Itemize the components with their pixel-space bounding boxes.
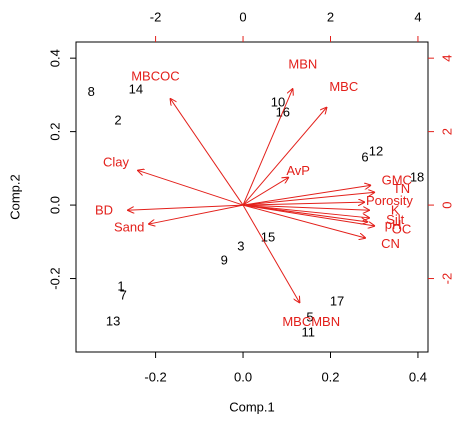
loading-arrow xyxy=(242,107,327,206)
loading-label: Silt xyxy=(386,212,404,227)
y2-tick-label: 0 xyxy=(439,201,454,208)
loading-label: TN xyxy=(393,181,410,196)
loading-arrow xyxy=(242,185,371,206)
loading-arrow xyxy=(137,170,244,206)
loading-arrow xyxy=(170,98,244,206)
y2-tick-label: 2 xyxy=(439,128,454,135)
loading-arrow xyxy=(242,204,366,238)
point-label: 13 xyxy=(106,313,120,328)
x-tick-label: 0.0 xyxy=(234,369,252,384)
loading-arrow xyxy=(242,88,293,206)
y-tick-label: -0.2 xyxy=(47,267,62,289)
x-axis-label: Comp.1 xyxy=(229,399,275,414)
loading-label: MBC xyxy=(329,79,358,94)
x2-tick-label: -2 xyxy=(150,9,162,24)
x2-tick-label: 4 xyxy=(414,9,421,24)
loading-arrow xyxy=(243,202,365,205)
loading-label: MBN xyxy=(288,56,317,71)
y-tick-label: 0.0 xyxy=(47,196,62,214)
loading-label: K xyxy=(391,203,400,218)
loading-label: Clay xyxy=(103,155,130,170)
point-label: 1 xyxy=(117,278,124,293)
point-label: 6 xyxy=(361,150,368,165)
loading-arrow xyxy=(242,204,300,303)
loading-arrow xyxy=(242,204,370,218)
loading-label: CN xyxy=(381,236,400,251)
loading-arrow xyxy=(242,177,289,206)
x2-tick-label: 2 xyxy=(327,9,334,24)
y2-tick-label: 4 xyxy=(439,55,454,62)
point-label: 10 xyxy=(271,94,285,109)
plot-frame xyxy=(75,41,429,353)
point-label: 3 xyxy=(237,238,244,253)
point-label: 9 xyxy=(221,252,228,267)
y-tick-label: 0.2 xyxy=(47,123,62,141)
loading-label: AvP xyxy=(286,163,310,178)
point-label: 18 xyxy=(410,170,424,185)
point-label: 17 xyxy=(330,293,344,308)
x2-tick-label: 0 xyxy=(239,9,246,24)
x-tick-label: 0.4 xyxy=(409,369,427,384)
loading-label: Porosity xyxy=(366,193,413,208)
point-label: 15 xyxy=(261,230,275,245)
loading-label: Sand xyxy=(114,219,144,234)
x-tick-label: -0.2 xyxy=(144,369,166,384)
loading-label: pH xyxy=(385,217,402,232)
point-label: 14 xyxy=(129,82,143,97)
point-label: 11 xyxy=(301,324,315,339)
y-tick-label: 0.4 xyxy=(47,49,62,67)
loading-arrow xyxy=(243,204,370,210)
loading-label: OC xyxy=(392,222,412,237)
point-label: 5 xyxy=(306,309,313,324)
loading-arrow xyxy=(148,204,244,224)
loading-arrow xyxy=(242,192,375,206)
loading-label: MBCOC xyxy=(131,68,179,83)
loading-label: BD xyxy=(95,203,113,218)
y2-tick-label: -2 xyxy=(439,273,454,285)
loading-arrow xyxy=(127,204,244,210)
point-label: 12 xyxy=(369,144,383,159)
point-label: 8 xyxy=(88,84,95,99)
point-label: 7 xyxy=(120,288,127,303)
point-label: 2 xyxy=(114,112,121,127)
y-axis-label: Comp.2 xyxy=(7,174,22,220)
loading-arrow xyxy=(242,204,375,226)
loading-label: MBCMBN xyxy=(282,314,340,329)
x-tick-label: 0.2 xyxy=(321,369,339,384)
loading-label: GMC xyxy=(382,173,412,188)
